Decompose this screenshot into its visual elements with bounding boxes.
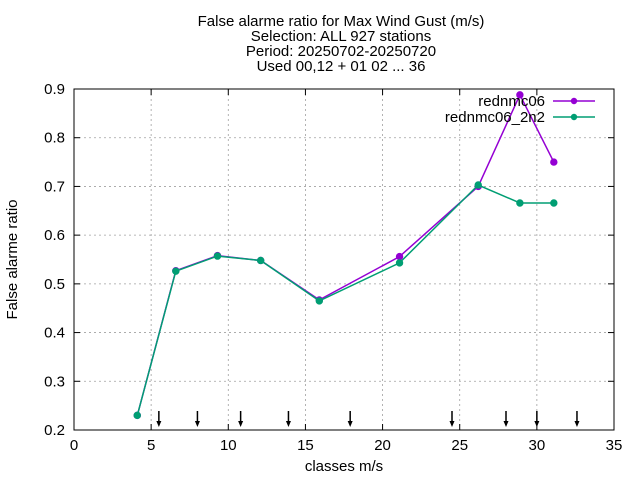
x-tick-label: 30 (529, 437, 546, 454)
x-tick-label: 25 (451, 437, 468, 454)
data-point (395, 259, 404, 267)
class-boundary-arrowhead (238, 421, 244, 427)
class-boundary-arrowhead (285, 421, 291, 427)
title-line: False alarme ratio for Max Wind Gust (m/… (198, 13, 485, 30)
class-boundary-arrowhead (194, 421, 200, 427)
legend-label: rednmc06_2n2 (445, 109, 545, 126)
x-axis-label: classes m/s (305, 458, 383, 475)
class-boundary-arrowhead (347, 421, 353, 427)
data-point (172, 267, 180, 275)
series-line (136, 93, 555, 416)
title-line: Selection: ALL 927 stations (251, 28, 431, 45)
title-line: Used 00,12 + 01 02 ... 36 (257, 58, 426, 75)
x-tick-labels: 0 5 10 15 20 25 30 35 (70, 437, 623, 454)
grid (74, 89, 614, 430)
y-tick-label: 0.2 (44, 422, 65, 439)
data-point (256, 256, 265, 265)
x-tick-label: 15 (297, 437, 314, 454)
x-tick-label: 10 (220, 437, 237, 454)
y-tick-label: 0.6 (44, 227, 65, 244)
y-axis-label: False alarme ratio (4, 199, 21, 319)
class-boundary-arrowhead (534, 421, 540, 427)
data-point (550, 158, 558, 166)
series (133, 91, 558, 420)
x-tick-label: 35 (606, 437, 623, 454)
y-tick-label: 0.3 (44, 373, 65, 390)
legend-marker (570, 113, 578, 121)
data-point (395, 252, 404, 261)
plot-frame (73, 88, 615, 431)
legend-marker (570, 97, 578, 105)
class-boundary-arrowhead (574, 421, 580, 427)
x-tick-label: 5 (147, 437, 155, 454)
data-point (516, 91, 524, 99)
y-tick-labels: 0.2 0.3 0.4 0.5 0.6 0.7 0.8 0.9 (44, 81, 65, 439)
y-tick-label: 0.4 (44, 325, 65, 342)
data-point (550, 199, 558, 207)
series-line (136, 184, 554, 416)
class-boundary-arrows (156, 411, 580, 427)
y-tick-label: 0.9 (44, 81, 65, 98)
class-boundary-arrowhead (449, 421, 455, 427)
data-point (133, 411, 141, 420)
data-point (516, 199, 524, 207)
data-point (213, 252, 222, 260)
y-tick-label: 0.7 (44, 178, 65, 195)
y-tick-label: 0.8 (44, 130, 65, 147)
title-line: Period: 20250702-20250720 (246, 43, 436, 60)
chart-title: False alarme ratio for Max Wind Gust (m/… (198, 13, 485, 75)
class-boundary-arrowhead (156, 421, 162, 427)
x-tick-label: 20 (374, 437, 391, 454)
data-point (315, 297, 324, 305)
x-tick-label: 0 (70, 437, 78, 454)
y-tick-label: 0.5 (44, 276, 65, 293)
data-point (474, 181, 482, 189)
legend-label: rednmc06 (478, 93, 545, 110)
class-boundary-arrowhead (503, 421, 509, 427)
axes (73, 88, 615, 431)
